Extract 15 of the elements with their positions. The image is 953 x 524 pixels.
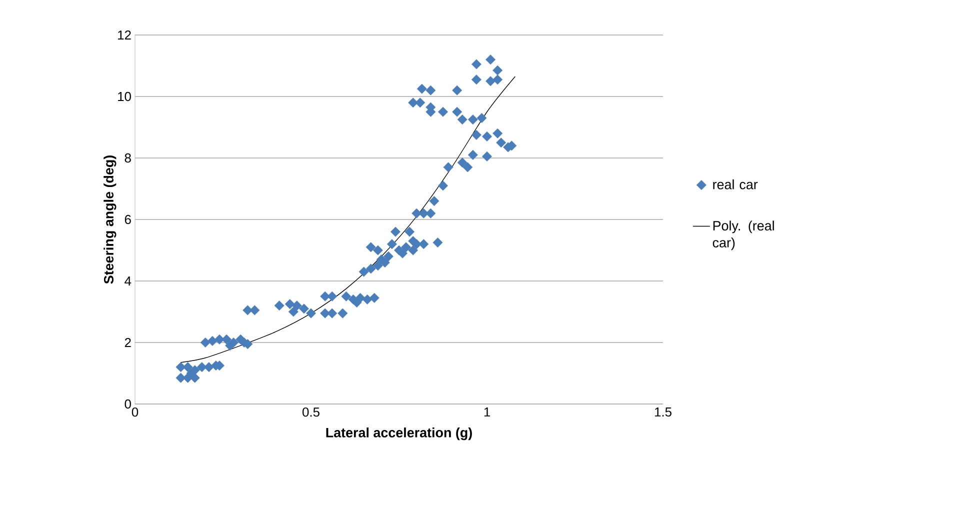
y-tick-label: 12: [118, 30, 131, 40]
x-tick-label: 0: [132, 408, 138, 417]
legend-label: real car: [713, 179, 758, 190]
y-tick-label: 2: [124, 338, 131, 348]
legend-label: Poly. (real car): [712, 220, 774, 250]
x-tick-label: 1.5: [654, 408, 672, 417]
y-tick-label: 4: [124, 276, 132, 286]
x-tick-label: 0.5: [302, 408, 320, 417]
y-axis-title: Steering angle (deg): [104, 156, 116, 284]
y-tick-label: 8: [124, 153, 131, 163]
x-tick-label: 1: [484, 408, 490, 416]
y-tick-label: 10: [118, 92, 131, 102]
x-axis-title: Lateral acceleration (g): [326, 428, 472, 440]
y-tick-label: 0: [124, 399, 131, 409]
y-tick-label: 6: [124, 214, 131, 224]
